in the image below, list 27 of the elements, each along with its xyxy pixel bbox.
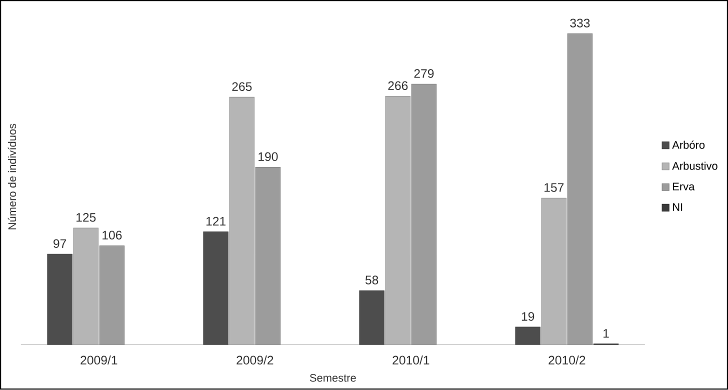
bar [203, 232, 228, 345]
x-tick-label: 2010/1 [392, 356, 430, 365]
data-label: 265 [232, 82, 252, 92]
bar [359, 290, 384, 345]
data-label: 121 [206, 217, 226, 226]
data-label: 1 [604, 329, 609, 338]
data-label: 97 [54, 239, 66, 248]
x-tick-label: 2009/2 [236, 356, 274, 365]
legend-label: Arbustivo [672, 162, 718, 170]
data-label: 58 [365, 276, 378, 285]
data-label: 125 [76, 213, 96, 222]
bar [515, 326, 540, 345]
legend-label: Arbóro [672, 140, 705, 150]
bar [47, 254, 72, 345]
data-label: 19 [522, 312, 534, 322]
data-label: 106 [102, 230, 122, 240]
data-label: 190 [258, 152, 278, 162]
x-tick-label: 2009/1 [80, 356, 118, 365]
y-axis-title: Número de indivíduos [8, 124, 16, 230]
x-axis-title: Semestre [310, 374, 356, 382]
data-label: 266 [388, 81, 408, 90]
legend-label: Erva [673, 182, 695, 191]
legend-label: NI [673, 204, 682, 212]
data-label: 279 [414, 69, 434, 78]
data-label: 333 [570, 18, 590, 28]
data-label: 157 [544, 183, 564, 192]
x-tick-label: 2010/2 [548, 356, 586, 365]
